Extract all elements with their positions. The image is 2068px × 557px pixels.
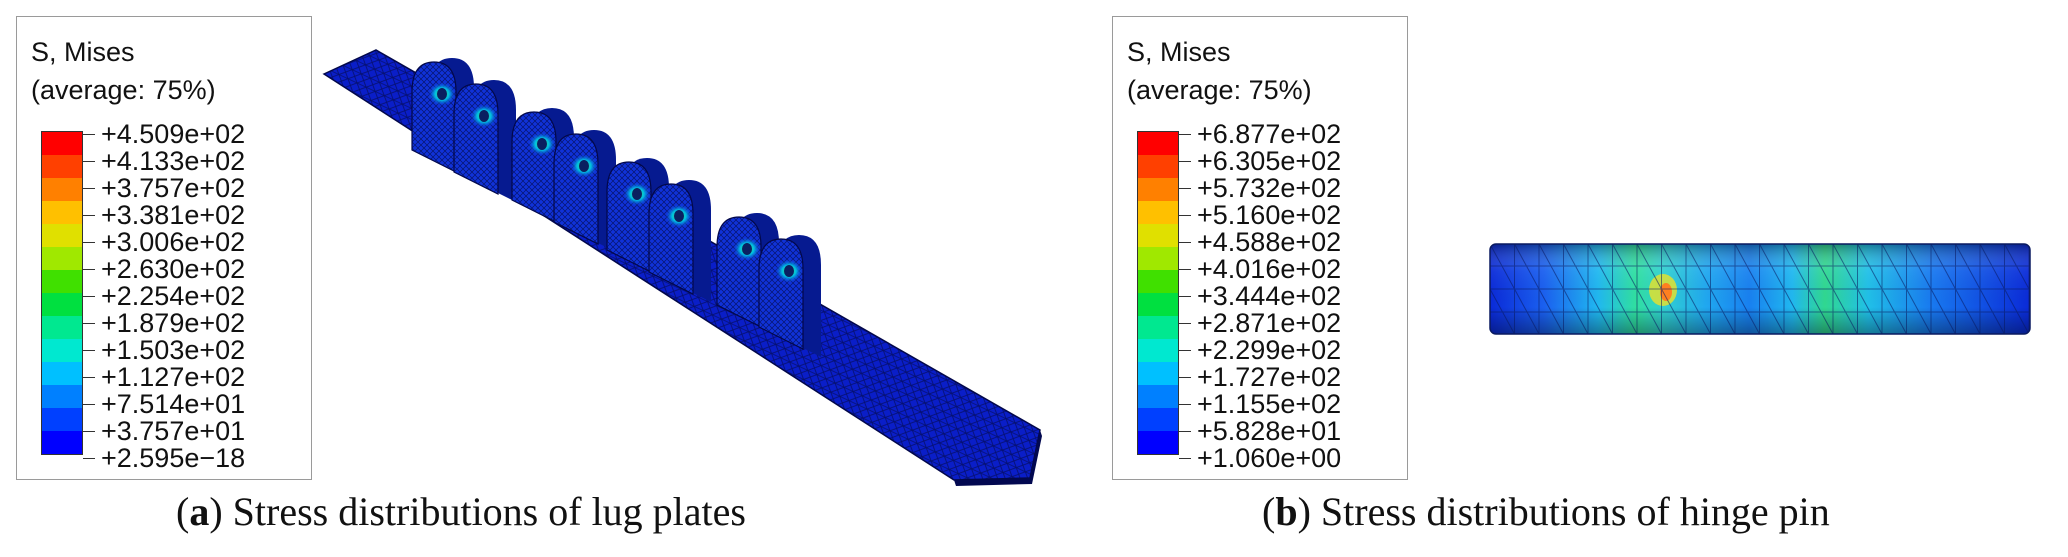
legend-tick-label: +2.299e+02 bbox=[1179, 337, 1405, 364]
legend-tick-label: +1.060e+00 bbox=[1179, 445, 1405, 472]
legend-tick-label: +3.757e+01 bbox=[83, 418, 309, 445]
legend-tick-label: +6.305e+02 bbox=[1179, 148, 1405, 175]
legend-subtitle: (average: 75%) bbox=[31, 75, 216, 105]
legend-tick-label: +1.503e+02 bbox=[83, 337, 309, 364]
legend-tick-label: +4.509e+02 bbox=[83, 121, 309, 148]
legend-title: S, Mises bbox=[1127, 37, 1231, 67]
legend-tick-label: +4.588e+02 bbox=[1179, 229, 1405, 256]
legend-tick-list: +4.509e+02 +4.133e+02 +3.757e+02 +3.381e+02… bbox=[83, 121, 309, 472]
legend-tick-label: +2.630e+02 bbox=[83, 256, 309, 283]
legend-tick-list: +6.877e+02 +6.305e+02 +5.732e+02 +5.160e+02… bbox=[1179, 121, 1405, 472]
legend-tick-label: +5.828e+01 bbox=[1179, 418, 1405, 445]
caption-letter: a bbox=[189, 489, 210, 534]
color-scale-bar bbox=[1137, 131, 1179, 455]
legend-tick-label: +2.254e+02 bbox=[83, 283, 309, 310]
legend-lug-plates: S, Mises (average: 75%) +4.509e+02 +4.133… bbox=[16, 16, 312, 480]
legend-tick-label: +3.006e+02 bbox=[83, 229, 309, 256]
legend-tick-label: +2.595e−18 bbox=[83, 445, 309, 472]
lug-plate bbox=[758, 235, 821, 357]
legend-tick-label: +6.877e+02 bbox=[1179, 121, 1405, 148]
caption-text: Stress distributions of hinge pin bbox=[1320, 489, 1830, 534]
lug-plate bbox=[553, 130, 616, 252]
legend-tick-label: +5.732e+02 bbox=[1179, 175, 1405, 202]
hinge-pin-render bbox=[1489, 243, 2031, 335]
legend-tick-label: +1.727e+02 bbox=[1179, 364, 1405, 391]
lug-plate bbox=[648, 180, 711, 302]
lug-plates-render bbox=[322, 49, 1042, 486]
legend-subtitle: (average: 75%) bbox=[1127, 75, 1312, 105]
legend-tick-label: +1.879e+02 bbox=[83, 310, 309, 337]
legend-tick-label: +5.160e+02 bbox=[1179, 202, 1405, 229]
color-scale-bar bbox=[41, 131, 83, 455]
caption-lug-plates: (a) Stress distributions of lug plates bbox=[176, 489, 746, 534]
legend-tick-label: +2.871e+02 bbox=[1179, 310, 1405, 337]
legend-tick-label: +3.757e+02 bbox=[83, 175, 309, 202]
legend-tick-label: +7.514e+01 bbox=[83, 391, 309, 418]
legend-hinge-pin: S, Mises (average: 75%) +6.877e+02 +6.305… bbox=[1112, 16, 1408, 480]
legend-title: S, Mises bbox=[31, 37, 135, 67]
legend-tick-label: +1.155e+02 bbox=[1179, 391, 1405, 418]
legend-tick-label: +4.133e+02 bbox=[83, 148, 309, 175]
legend-tick-label: +1.127e+02 bbox=[83, 364, 309, 391]
caption-text: Stress distributions of lug plates bbox=[232, 489, 746, 534]
legend-tick-label: +3.444e+02 bbox=[1179, 283, 1405, 310]
caption-hinge-pin: (b) Stress distributions of hinge pin bbox=[1262, 489, 1830, 534]
legend-tick-label: +3.381e+02 bbox=[83, 202, 309, 229]
caption-letter: b bbox=[1275, 489, 1298, 534]
legend-tick-label: +4.016e+02 bbox=[1179, 256, 1405, 283]
lug-plate bbox=[453, 80, 516, 202]
